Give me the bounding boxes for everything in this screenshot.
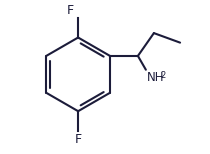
Text: 2: 2 <box>161 71 166 80</box>
Text: NH: NH <box>147 71 164 84</box>
Text: F: F <box>75 133 82 146</box>
Text: F: F <box>67 4 74 17</box>
